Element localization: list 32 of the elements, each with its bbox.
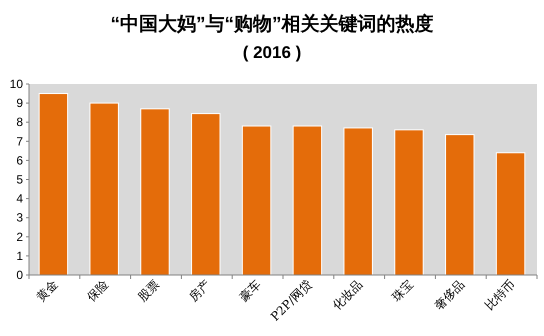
y-tick-label: 10 bbox=[10, 77, 24, 91]
x-tick-label: 比特币 bbox=[482, 277, 518, 313]
bar bbox=[89, 102, 119, 276]
x-tick-label: 保险 bbox=[84, 277, 112, 304]
x-tick-label: 珠宝 bbox=[389, 277, 416, 304]
y-tick-label: 2 bbox=[16, 230, 24, 244]
y-tick-label: 9 bbox=[16, 96, 24, 110]
y-tick-label: 8 bbox=[16, 115, 24, 130]
x-tick-label: 黄金 bbox=[34, 277, 61, 304]
bar bbox=[242, 126, 272, 276]
x-tick-label: 化妆品 bbox=[330, 277, 366, 313]
bar bbox=[394, 129, 424, 276]
chart-title: “中国大妈”与“购物”相关关键词的热度 bbox=[110, 13, 434, 35]
bar bbox=[140, 108, 170, 276]
x-tick-label: 房产 bbox=[186, 277, 213, 304]
bar bbox=[496, 152, 526, 276]
y-tick-label: 7 bbox=[16, 134, 24, 148]
y-tick-label: 1 bbox=[16, 248, 24, 263]
bar bbox=[292, 126, 322, 276]
y-tick-label: 5 bbox=[16, 172, 24, 186]
bar bbox=[191, 113, 221, 276]
y-tick-label: 6 bbox=[16, 153, 24, 168]
chart-subtitle: ( 2016 ) bbox=[242, 43, 302, 62]
y-tick-label: 0 bbox=[16, 268, 24, 282]
bar bbox=[445, 134, 475, 276]
bar bbox=[343, 127, 373, 276]
y-tick-label: 3 bbox=[16, 210, 24, 225]
bar bbox=[38, 93, 68, 276]
y-tick-label: 4 bbox=[16, 192, 24, 206]
x-tick-label: 豪车 bbox=[236, 277, 264, 304]
x-tick-label: 奢侈品 bbox=[432, 277, 467, 313]
x-tick-label: 股票 bbox=[135, 277, 162, 304]
